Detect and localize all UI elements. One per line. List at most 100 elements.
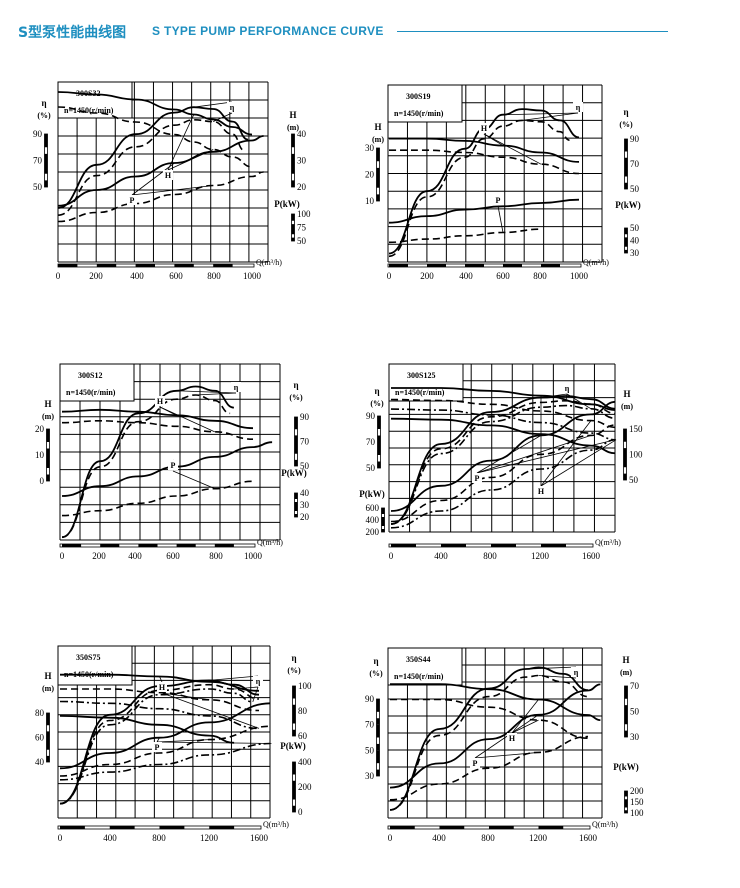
p-tick-label: 200	[366, 527, 380, 537]
speed-label: n=1450(r/min)	[66, 388, 116, 397]
h-tick-label: 60	[35, 733, 45, 743]
eff-axis-seg	[624, 164, 628, 177]
eff-tick-label: 70	[33, 156, 43, 166]
x-tick-label: 600	[169, 271, 183, 281]
eff-axis-seg	[624, 157, 628, 164]
model-label: 300S12	[78, 371, 102, 380]
eff-axis-seg	[376, 769, 380, 776]
eff-tick-label: 50	[365, 745, 375, 755]
power-curve-solid	[389, 683, 601, 789]
curve-label-p: P	[130, 196, 135, 205]
info-box	[387, 84, 463, 123]
head-curve-solid	[58, 91, 253, 136]
eff-tick-label: 90	[366, 411, 376, 421]
x-scale-seg	[62, 544, 82, 547]
curve-label-bg	[155, 396, 165, 406]
head-curve-solid	[390, 683, 601, 721]
eff-axis-seg	[292, 729, 296, 736]
p-axis-seg	[292, 787, 296, 800]
x-scale-seg	[174, 264, 194, 267]
eff-axis-seg	[44, 180, 48, 187]
x-tick-label: 1600	[582, 551, 601, 561]
x-scale-seg	[465, 264, 484, 267]
h-axis-name: H	[44, 399, 51, 409]
model-label: 350S75	[76, 653, 100, 662]
h-axis-seg	[623, 454, 627, 468]
eff-axis-name: η	[293, 380, 298, 390]
eff-axis-seg	[377, 461, 381, 468]
leader-line	[209, 675, 259, 681]
eff-axis-seg	[376, 724, 380, 738]
curve-label-eff: η	[234, 383, 239, 392]
power-curve-dashed	[58, 171, 264, 223]
h-axis-name: H	[622, 655, 629, 665]
head-curve-solid	[61, 408, 254, 430]
h-tick-label: 10	[35, 450, 45, 460]
x-tick-label: 400	[434, 551, 448, 561]
eff-axis-seg	[377, 442, 381, 455]
leader-line	[167, 114, 195, 171]
curve-label-bg	[472, 473, 482, 483]
eff-axis-seg	[294, 417, 298, 430]
eff-tick-label: 90	[365, 694, 375, 704]
h-axis-seg	[46, 737, 50, 750]
leader-lines	[483, 112, 579, 233]
p-axis-name: P(kW)	[615, 200, 641, 210]
curves	[61, 385, 273, 539]
curve-label-bg	[573, 102, 583, 112]
curve-label-bg	[507, 733, 517, 743]
eff-axis-name: η	[373, 656, 378, 666]
p-tick-label: 100	[297, 209, 311, 219]
leader-line	[252, 686, 259, 703]
x-scale-seg	[439, 826, 465, 829]
eff-axis-seg	[376, 750, 380, 764]
curve-label-bg	[571, 667, 581, 677]
curve-label-bg	[157, 682, 167, 692]
x-tick-label: 1600	[250, 833, 269, 843]
eff-axis-name: η	[623, 107, 628, 117]
p-tick-label: 100	[630, 808, 644, 818]
h-tick-label: 80	[35, 708, 45, 718]
head-curve-solid	[390, 387, 615, 411]
h-tick-label: 40	[297, 129, 307, 139]
p-axis-name: P(kW)	[359, 489, 385, 499]
h-axis-seg	[291, 153, 295, 161]
leader-line	[156, 739, 210, 743]
curve-label-p: P	[475, 474, 480, 483]
x-tick-label: 1000	[244, 551, 263, 561]
eff-axis: 90 70 50 η (%)	[366, 386, 384, 473]
x-tick-label: 400	[459, 271, 473, 281]
h-axis-seg	[46, 455, 50, 468]
x-tick-label: 400	[432, 833, 446, 843]
eff-tick-label: 50	[366, 463, 376, 473]
curve-label-bg	[493, 195, 503, 205]
x-scale-seg	[214, 544, 234, 547]
p-axis-seg	[624, 237, 628, 241]
h-axis-seg	[624, 711, 628, 725]
x-tick-label: 0	[389, 551, 394, 561]
eff-tick-label: 90	[300, 412, 310, 422]
p-axis-seg	[624, 802, 628, 808]
head-curve-dashdot	[59, 700, 260, 730]
eff-axis-unit: (%)	[619, 120, 633, 129]
curve-label-eff: η	[230, 103, 235, 112]
head-curve-solid	[389, 137, 580, 163]
p-axis-seg	[291, 214, 295, 221]
leader-line	[159, 406, 215, 433]
curve-label-bg	[536, 486, 546, 496]
efficiency-curve-solid	[390, 395, 615, 525]
eff-axis-seg	[376, 699, 380, 712]
p-axis-seg	[381, 529, 385, 532]
h-axis-name: H	[374, 122, 381, 132]
eff-tick-label: 50	[630, 184, 640, 194]
h-tick-label: 20	[365, 170, 375, 180]
p-axis-seg	[381, 520, 385, 526]
p-tick-label: 50	[297, 236, 307, 246]
curve-label-bg	[479, 123, 489, 133]
curve-label-bg	[470, 758, 480, 768]
p-tick-label: 200	[298, 782, 312, 792]
h-tick-label: 50	[630, 707, 640, 717]
leader-lines	[474, 666, 577, 759]
info-box	[57, 645, 133, 686]
h-axis-unit: (m)	[620, 668, 632, 677]
